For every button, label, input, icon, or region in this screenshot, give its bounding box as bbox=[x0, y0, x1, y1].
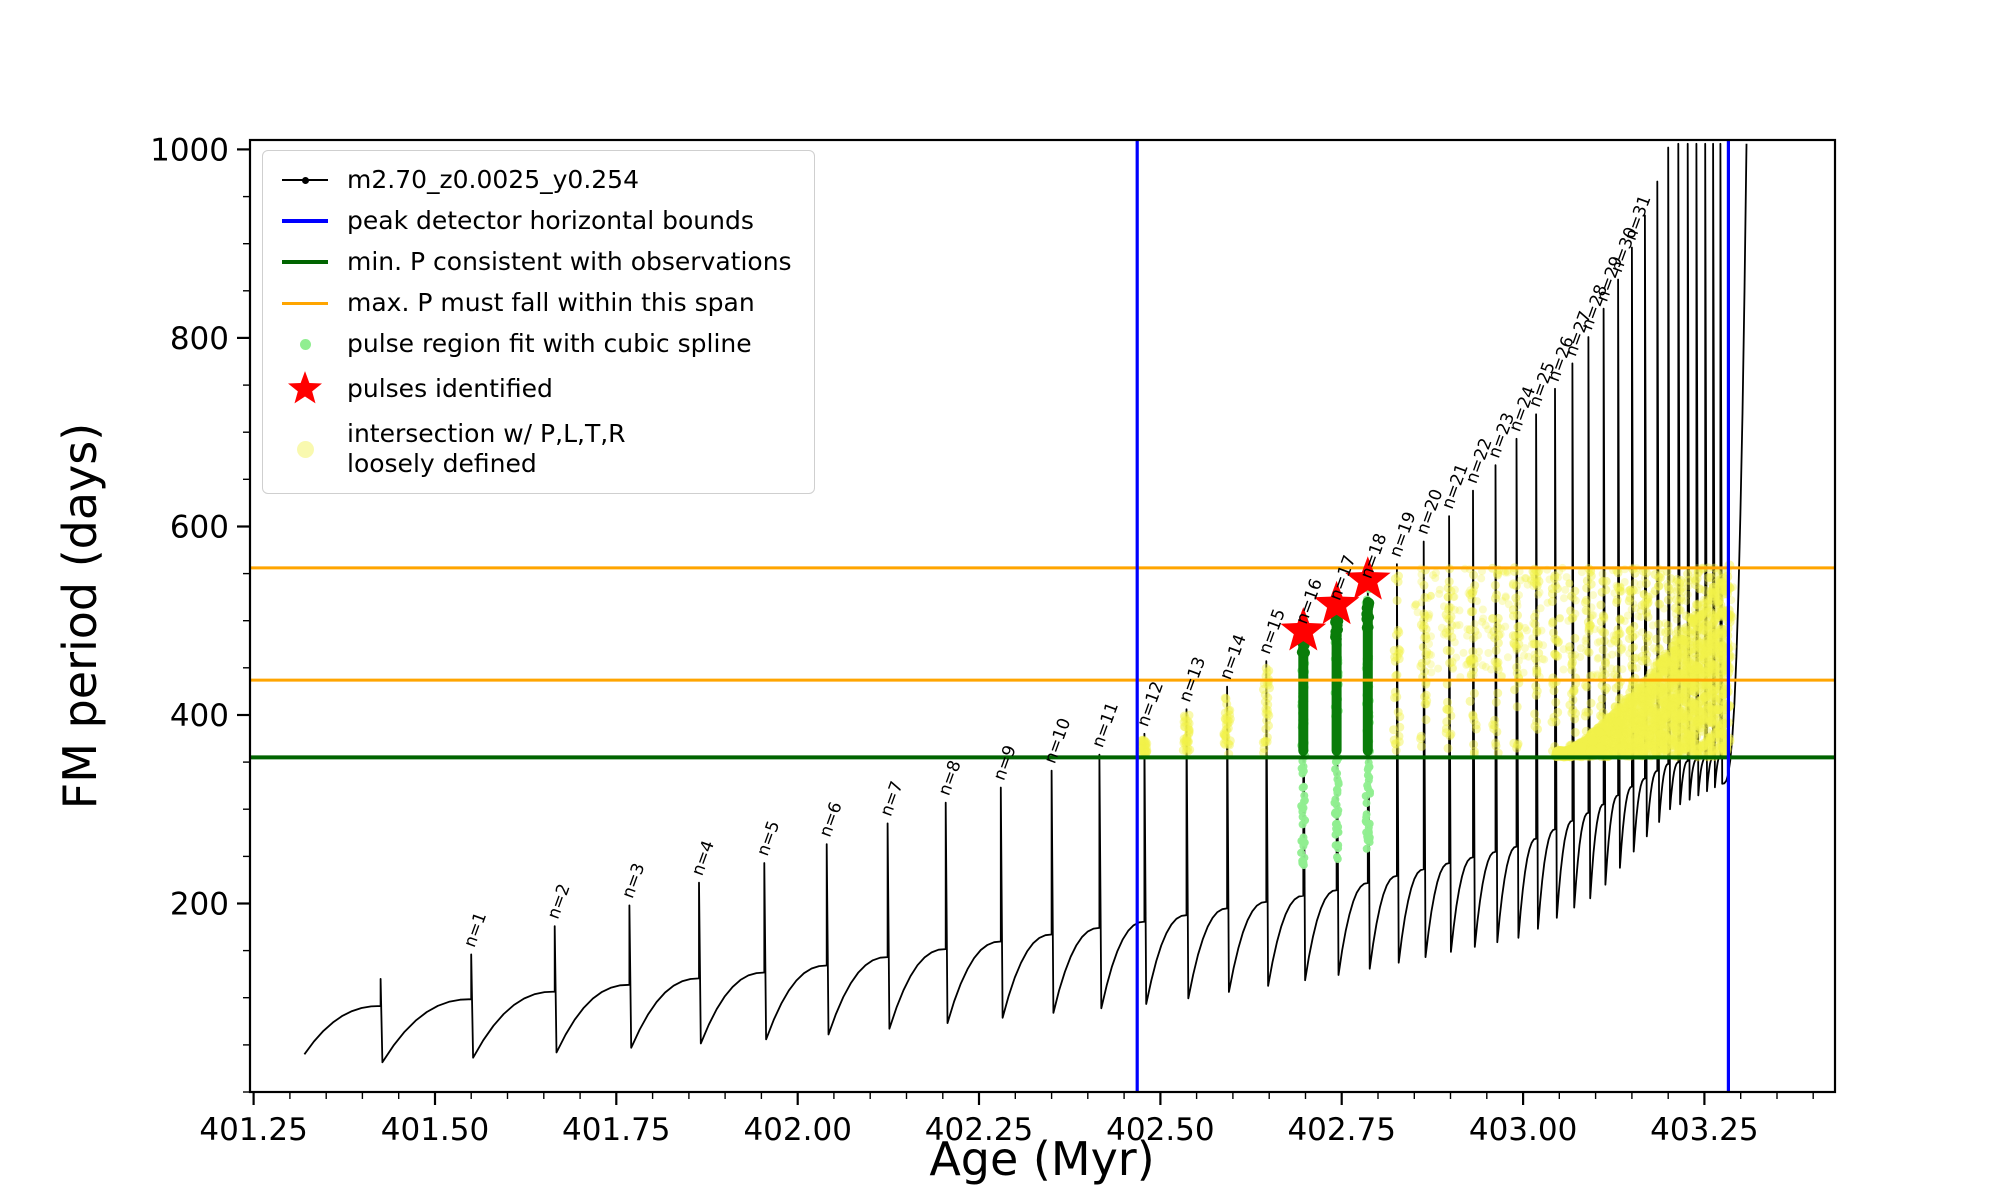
svg-text:n=3: n=3 bbox=[618, 861, 649, 902]
pulse-star-marker bbox=[1345, 556, 1391, 600]
star-sample bbox=[279, 370, 331, 408]
green-dot-icon bbox=[299, 338, 311, 350]
legend: m2.70_z0.0025_y0.254 peak detector horiz… bbox=[262, 150, 815, 494]
x-axis-label: Age (Myr) bbox=[929, 1132, 1155, 1186]
svg-text:1000: 1000 bbox=[150, 132, 229, 168]
svg-text:200: 200 bbox=[170, 887, 229, 923]
svg-text:403.00: 403.00 bbox=[1469, 1112, 1577, 1148]
legend-item-label: pulses identified bbox=[347, 374, 553, 403]
svg-text:800: 800 bbox=[170, 321, 229, 357]
svg-text:n=7: n=7 bbox=[877, 779, 908, 820]
svg-text:n=31: n=31 bbox=[1621, 193, 1656, 244]
svg-text:n=1: n=1 bbox=[460, 910, 491, 951]
legend-item-peak-bounds: peak detector horizontal bounds bbox=[279, 206, 792, 236]
legend-item-series: m2.70_z0.0025_y0.254 bbox=[279, 165, 792, 195]
blue-line-icon bbox=[282, 219, 328, 223]
legend-item-spline: pulse region fit with cubic spline bbox=[279, 329, 792, 359]
svg-text:402.75: 402.75 bbox=[1287, 1112, 1395, 1148]
svg-text:n=11: n=11 bbox=[1088, 700, 1123, 751]
star-icon bbox=[288, 371, 322, 404]
orange-line-icon bbox=[282, 301, 328, 305]
legend-item-label: min. P consistent with observations bbox=[347, 247, 792, 276]
svg-text:n=6: n=6 bbox=[816, 799, 847, 840]
y-axis-label: FM period (days) bbox=[53, 422, 107, 810]
svg-text:n=8: n=8 bbox=[935, 758, 966, 799]
yellow-dot-icon bbox=[296, 440, 314, 458]
svg-text:402.25: 402.25 bbox=[925, 1112, 1033, 1148]
svg-text:401.75: 401.75 bbox=[562, 1112, 670, 1148]
orange-line-sample bbox=[279, 301, 331, 305]
svg-text:n=5: n=5 bbox=[753, 818, 784, 859]
svg-text:400: 400 bbox=[170, 698, 229, 734]
series-line-sample bbox=[279, 177, 331, 184]
axes-ticks bbox=[237, 148, 1814, 1105]
green-line-icon bbox=[282, 260, 328, 264]
plot-area bbox=[250, 140, 1835, 1092]
tick-labels: 401.25 401.50 401.75 402.00 402.25 402.50 402.… bbox=[150, 132, 1759, 1148]
svg-text:n=15: n=15 bbox=[1255, 606, 1290, 657]
svg-text:n=19: n=19 bbox=[1386, 509, 1421, 560]
green-line-sample bbox=[279, 260, 331, 264]
svg-text:n=14: n=14 bbox=[1216, 632, 1251, 683]
legend-item-label: pulse region fit with cubic spline bbox=[347, 329, 752, 358]
svg-text:600: 600 bbox=[170, 510, 229, 546]
legend-item-label: peak detector horizontal bounds bbox=[347, 206, 754, 235]
svg-text:402.00: 402.00 bbox=[743, 1112, 851, 1148]
svg-text:402.50: 402.50 bbox=[1106, 1112, 1214, 1148]
legend-item-label: m2.70_z0.0025_y0.254 bbox=[347, 165, 639, 194]
svg-text:n=4: n=4 bbox=[688, 838, 719, 879]
yellow-dot-sample bbox=[279, 440, 331, 458]
series-curve bbox=[303, 142, 1748, 1064]
legend-item-label: max. P must fall within this span bbox=[347, 288, 755, 317]
legend-item-pulses: pulses identified bbox=[279, 370, 792, 408]
legend-item-label: intersection w/ P,L,T,R loosely defined bbox=[347, 419, 626, 478]
pulse-star-marker bbox=[1280, 607, 1327, 651]
svg-text:401.25: 401.25 bbox=[199, 1112, 307, 1148]
svg-text:401.50: 401.50 bbox=[381, 1112, 489, 1148]
axes-box bbox=[248, 138, 1837, 1094]
green-dot-sample bbox=[279, 338, 331, 350]
svg-text:403.25: 403.25 bbox=[1650, 1112, 1758, 1148]
series-line-icon bbox=[282, 177, 328, 184]
pulse-star-marker bbox=[1313, 580, 1360, 625]
legend-item-min-p: min. P consistent with observations bbox=[279, 247, 792, 277]
legend-item-max-p: max. P must fall within this span bbox=[279, 288, 792, 318]
svg-text:n=2: n=2 bbox=[544, 881, 575, 922]
svg-text:n=9: n=9 bbox=[990, 743, 1021, 784]
legend-item-intersection: intersection w/ P,L,T,R loosely defined bbox=[279, 419, 792, 479]
blue-line-sample bbox=[279, 219, 331, 223]
